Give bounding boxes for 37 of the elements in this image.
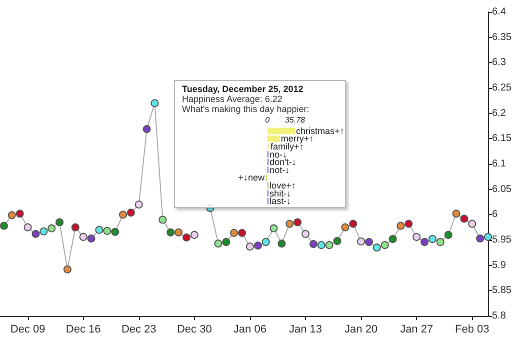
y-tick-label: 6.35 xyxy=(492,32,512,43)
y-tick-label: 5.85 xyxy=(492,285,512,296)
y-tick-label: 6.2 xyxy=(492,108,506,119)
x-tick-label: Jan 06 xyxy=(233,324,266,336)
y-tick-label: 6.25 xyxy=(492,82,512,94)
x-tick-label: Jan 20 xyxy=(344,324,378,336)
y-tick-label: 5.9 xyxy=(492,260,506,271)
chart-title: Tuesday, December 25, 2012 xyxy=(182,84,304,94)
y-tick-label: 5.8 xyxy=(492,310,506,322)
y-tick-label: love+↑ xyxy=(270,180,296,190)
y-tick-label: 6.4 xyxy=(492,6,506,18)
x-tick-label: Dec 09 xyxy=(10,324,46,336)
y-tick-label: 6.05 xyxy=(492,184,512,195)
y-tick-label: 6.15 xyxy=(492,133,512,144)
y-tick-label: family+↑ xyxy=(270,142,304,152)
y-tick-label: 6.3 xyxy=(492,57,506,68)
x-tick-label: Feb 03 xyxy=(455,324,490,336)
x-tick-label: Dec 16 xyxy=(66,324,101,336)
y-tick-label: last-↓ xyxy=(270,196,292,206)
chart-subtitle: Happiness Average: 6.22 xyxy=(182,94,282,104)
annotation: What's making this day happier: xyxy=(182,104,310,114)
x-tick-label: 0 xyxy=(265,116,270,124)
y-tick-label: shit-↓ xyxy=(270,188,292,198)
x-tick-label: Jan 27 xyxy=(400,324,434,336)
x-tick-label: Jan 13 xyxy=(288,324,322,336)
y-tick-label: +↓new xyxy=(238,172,265,183)
y-tick-label: 6 xyxy=(492,209,498,220)
y-tick-label: 6.1 xyxy=(492,158,506,170)
y-tick-label: christmas+↑ xyxy=(296,126,344,136)
y-tick-label: not-↓ xyxy=(270,164,290,175)
x-tick-label: Dec 23 xyxy=(121,324,156,336)
x-tick-label: 35.78 xyxy=(284,116,306,124)
x-tick-label: Dec 30 xyxy=(176,324,212,336)
y-tick-label: 5.95 xyxy=(492,234,512,246)
y-tick-label: merry+↑ xyxy=(280,134,314,144)
y-tick-label: don't-↓ xyxy=(270,157,296,168)
y-tick-label: no-↓ xyxy=(270,149,288,160)
